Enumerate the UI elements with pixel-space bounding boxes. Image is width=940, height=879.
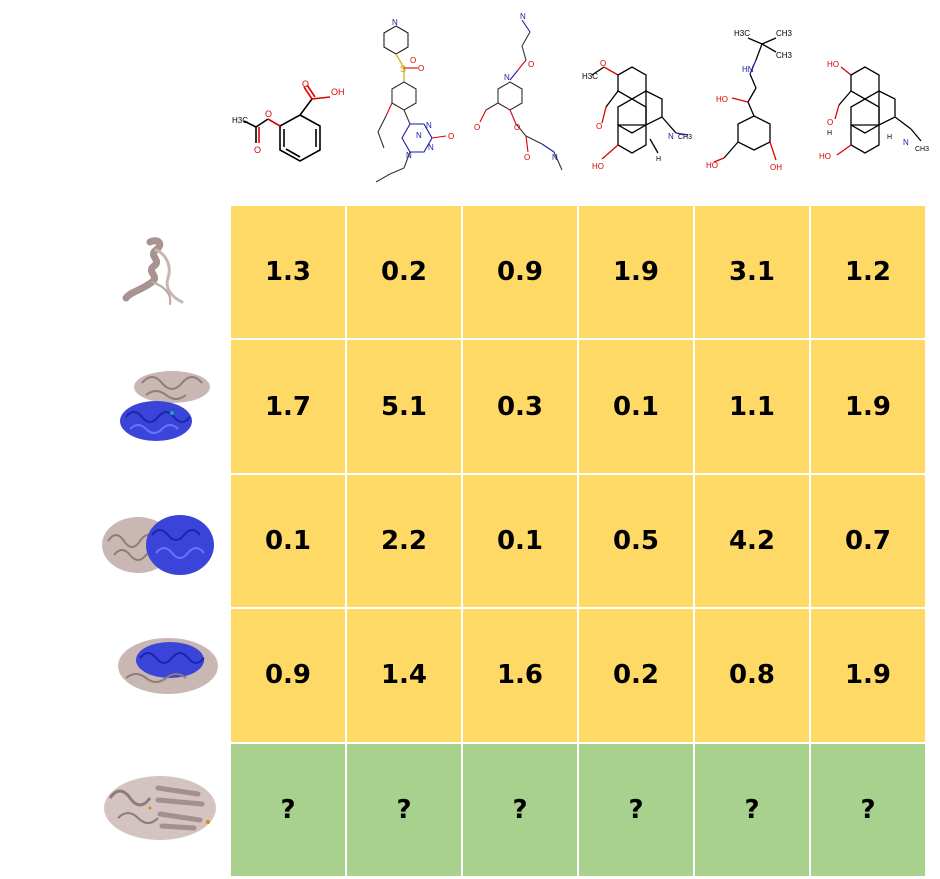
value-cell: 1.1 (695, 340, 809, 473)
compound-header-3: N O N O O O N (470, 12, 580, 192)
compound-atom-label: H3C (582, 72, 598, 81)
compound-atom-label: S (400, 64, 406, 74)
compound-atom-label: O (827, 118, 833, 127)
value-cell: 5.1 (347, 340, 461, 473)
amide-acid-structure-icon: N O N O O O N (474, 12, 563, 171)
protein-header-3 (100, 505, 218, 585)
unknown-value-cell: ? (231, 743, 345, 876)
compound-atom-label: HO (716, 95, 728, 104)
compound-atom-label: HO (827, 60, 839, 69)
compound-atom-label: CH3 (678, 134, 692, 141)
compound-atom-label: O (418, 64, 424, 73)
codeine-structure-icon: H3C O O N CH3 H HO (582, 59, 692, 171)
compound-atom-label: OH (331, 87, 345, 97)
unknown-value-cell: ? (579, 743, 693, 876)
protein-header-1 (112, 232, 192, 310)
value-cell: 1.9 (811, 609, 925, 742)
compound-atom-label: N (903, 138, 909, 147)
compound-atom-label: H (656, 156, 661, 163)
value-cell: 0.1 (231, 474, 345, 608)
compound-atom-label: HO (706, 161, 718, 170)
value-cell: 1.3 (231, 206, 345, 339)
compound-atom-label: O (528, 60, 534, 69)
compound-atom-label: H (887, 134, 892, 141)
protein-header-2 (112, 365, 217, 447)
compound-atom-label: N (552, 153, 558, 162)
value-cell: 1.4 (347, 609, 461, 742)
value-cell: 0.3 (463, 340, 577, 473)
compound-atom-label: N (426, 121, 432, 130)
compound-atom-label: O (474, 123, 480, 132)
value-cell: 0.7 (811, 474, 925, 608)
compound-atom-label: HN (742, 65, 754, 74)
compound-atom-label: O (514, 123, 520, 132)
compound-atom-label: HO (819, 152, 831, 161)
compound-header-6: HO O H H N CH3 HO (815, 55, 935, 170)
compound-atom-label: O (410, 56, 416, 65)
query-protein-structure-icon (104, 776, 216, 840)
medium-protein-structure-icon (118, 638, 218, 694)
protein-header-4 (112, 632, 220, 698)
value-cell: 0.2 (579, 609, 693, 742)
value-cell: 0.1 (463, 474, 577, 608)
large-protein-structure-icon (102, 515, 214, 575)
two-domain-protein-structure-icon (120, 371, 210, 441)
salbutamol-structure-icon: H3C CH3 CH3 HN HO HO OH (706, 29, 793, 172)
small-helix-protein-structure-icon (122, 237, 184, 305)
compound-atom-label: O (524, 153, 530, 162)
compound-atom-label: O (254, 145, 261, 155)
compound-atom-label: CH3 (915, 146, 929, 153)
value-cell: 1.9 (579, 206, 693, 339)
protein-header-5 (98, 768, 220, 844)
compound-atom-label: N (416, 131, 422, 140)
unknown-value-cell: ? (811, 743, 925, 876)
compound-atom-label: O (302, 79, 309, 89)
compound-atom-label: N (520, 12, 526, 21)
unknown-value-cell: ? (347, 743, 461, 876)
value-cell: 3.1 (695, 206, 809, 339)
sildenafil-like-structure-icon: N S O O N N O N N (375, 18, 454, 183)
compound-atom-label: H3C (734, 29, 750, 38)
compound-atom-label: O (596, 122, 602, 131)
compound-atom-label: H (827, 130, 832, 137)
morphine-structure-icon: HO O H H N CH3 HO (819, 60, 929, 161)
value-cell: 0.5 (579, 474, 693, 608)
value-cell: 0.1 (579, 340, 693, 473)
compound-atom-label: N (406, 151, 412, 160)
interaction-matrix: 1.3 0.2 0.9 1.9 3.1 1.2 1.7 5.1 0.3 0.1 1.1 1.9 0.1 2… (231, 206, 925, 876)
unknown-value-cell: ? (695, 743, 809, 876)
value-cell: 2.2 (347, 474, 461, 608)
compound-atom-label: N (504, 73, 510, 82)
compound-header-5: H3C CH3 CH3 HN HO HO OH (700, 22, 810, 182)
compound-atom-label: O (265, 109, 272, 119)
compound-atom-label: N (428, 143, 434, 152)
compound-header-1: O OH O O H3C (232, 75, 352, 190)
value-cell: 0.2 (347, 206, 461, 339)
compound-header-4: H3C O O N CH3 H HO (578, 55, 696, 180)
value-cell: 0.9 (463, 206, 577, 339)
compound-atom-label: CH3 (776, 29, 793, 38)
compound-header-2: N S O O N N O N N (348, 18, 466, 193)
compound-atom-label: CH3 (776, 51, 793, 60)
unknown-value-cell: ? (463, 743, 577, 876)
value-cell: 1.2 (811, 206, 925, 339)
compound-atom-label: O (448, 132, 454, 141)
compound-atom-label: O (600, 59, 606, 68)
compound-atom-label: HO (592, 162, 604, 171)
aspirin-structure-icon: O OH O O H3C (232, 79, 345, 162)
value-cell: 1.9 (811, 340, 925, 473)
value-cell: 1.6 (463, 609, 577, 742)
value-cell: 0.8 (695, 609, 809, 742)
value-cell: 0.9 (231, 609, 345, 742)
compound-atom-label: N (392, 18, 398, 27)
compound-atom-label: H3C (232, 116, 248, 125)
value-cell: 1.7 (231, 340, 345, 473)
compound-atom-label: OH (770, 163, 782, 172)
compound-atom-label: N (668, 132, 674, 141)
value-cell: 4.2 (695, 474, 809, 608)
